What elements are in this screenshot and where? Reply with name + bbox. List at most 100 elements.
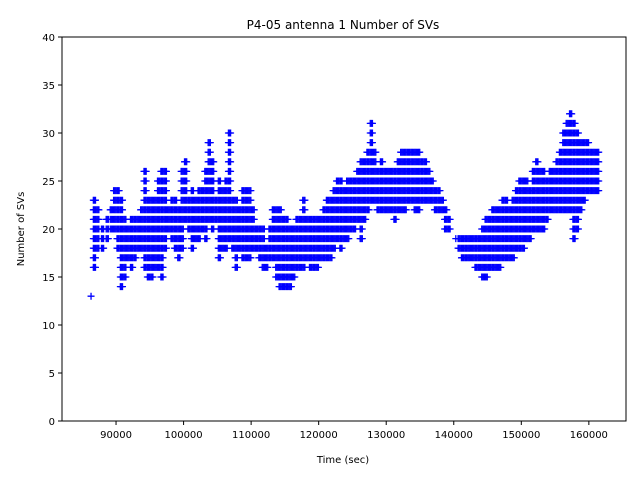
data-point	[227, 148, 235, 156]
y-tick-label: 40	[42, 33, 55, 44]
data-point	[227, 177, 235, 185]
data-point	[585, 139, 593, 147]
y-tick-label: 20	[42, 225, 55, 236]
data-point	[159, 254, 167, 262]
data-point	[277, 206, 285, 214]
data-point	[422, 158, 430, 166]
data-point	[159, 263, 167, 271]
data-point	[247, 254, 255, 262]
data-point	[527, 235, 535, 243]
data-point	[104, 235, 112, 243]
data-point	[183, 158, 191, 166]
data-point	[250, 215, 258, 223]
x-axis-label: Time (sec)	[316, 455, 369, 466]
data-point	[358, 225, 366, 233]
data-point	[162, 167, 170, 175]
data-point	[581, 196, 589, 204]
data-point	[119, 196, 127, 204]
data-point	[250, 206, 258, 214]
data-point	[189, 244, 197, 252]
data-point	[287, 283, 295, 291]
x-tick-label: 160000	[570, 430, 608, 441]
data-point	[595, 158, 603, 166]
data-point	[595, 187, 603, 195]
data-point	[206, 148, 214, 156]
data-points	[87, 110, 603, 300]
data-point	[142, 177, 150, 185]
data-point	[368, 119, 376, 127]
data-point	[426, 167, 434, 175]
data-point	[328, 254, 336, 262]
data-point	[574, 129, 582, 137]
data-point	[264, 263, 272, 271]
data-point	[210, 167, 218, 175]
data-point	[368, 139, 376, 147]
data-point	[402, 206, 410, 214]
data-point	[436, 187, 444, 195]
y-tick-label: 30	[42, 129, 55, 140]
data-point	[338, 244, 346, 252]
data-point	[119, 283, 127, 291]
data-point	[179, 244, 187, 252]
data-point	[162, 177, 170, 185]
data-point	[372, 148, 380, 156]
y-tick-label: 35	[42, 81, 55, 92]
data-point	[162, 187, 170, 195]
y-tick-label: 15	[42, 273, 55, 284]
data-point	[206, 139, 214, 147]
data-point	[574, 215, 582, 223]
data-point	[446, 225, 454, 233]
x-tick-label: 120000	[300, 430, 338, 441]
data-point	[162, 244, 170, 252]
data-point	[595, 177, 603, 185]
data-point	[439, 196, 447, 204]
data-point	[142, 187, 150, 195]
data-point	[129, 263, 137, 271]
x-tick-label: 110000	[232, 430, 270, 441]
data-point	[571, 235, 579, 243]
data-point	[314, 263, 322, 271]
data-point	[578, 206, 586, 214]
data-point	[183, 177, 191, 185]
data-point	[95, 215, 103, 223]
data-point	[544, 215, 552, 223]
data-point	[233, 263, 241, 271]
data-point	[176, 254, 184, 262]
data-point	[541, 225, 549, 233]
data-point	[92, 196, 100, 204]
data-point	[510, 254, 518, 262]
data-point	[416, 148, 424, 156]
data-point	[284, 215, 292, 223]
data-point	[368, 129, 376, 137]
x-tick-label: 150000	[502, 430, 540, 441]
y-tick-label: 0	[49, 417, 55, 428]
data-point	[247, 187, 255, 195]
data-point	[520, 244, 528, 252]
data-point	[291, 273, 299, 281]
data-point	[216, 254, 224, 262]
y-tick-label: 10	[42, 321, 55, 332]
data-point	[595, 148, 603, 156]
y-tick-label: 5	[49, 369, 55, 380]
data-point	[87, 292, 95, 300]
data-point	[227, 158, 235, 166]
data-point	[227, 187, 235, 195]
data-point	[571, 119, 579, 127]
data-point	[95, 206, 103, 214]
data-point	[379, 158, 387, 166]
data-point	[301, 206, 309, 214]
data-point	[203, 235, 211, 243]
data-point	[443, 206, 451, 214]
data-point	[301, 196, 309, 204]
data-point	[183, 167, 191, 175]
data-point	[119, 206, 127, 214]
data-point	[365, 206, 373, 214]
data-point	[595, 167, 603, 175]
x-tick-label: 100000	[164, 430, 202, 441]
data-point	[358, 235, 366, 243]
data-point	[142, 167, 150, 175]
data-point	[227, 129, 235, 137]
data-point	[227, 139, 235, 147]
data-point	[392, 215, 400, 223]
